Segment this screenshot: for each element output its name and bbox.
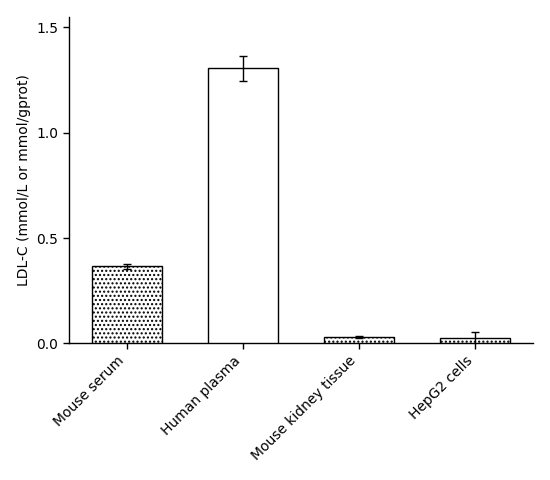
Bar [92,266,162,343]
Bar [324,337,394,343]
Bar [441,338,510,343]
Y-axis label: LDL-C (mmol/L or mmol/gprot): LDL-C (mmol/L or mmol/gprot) [16,74,31,286]
Bar [208,68,278,343]
